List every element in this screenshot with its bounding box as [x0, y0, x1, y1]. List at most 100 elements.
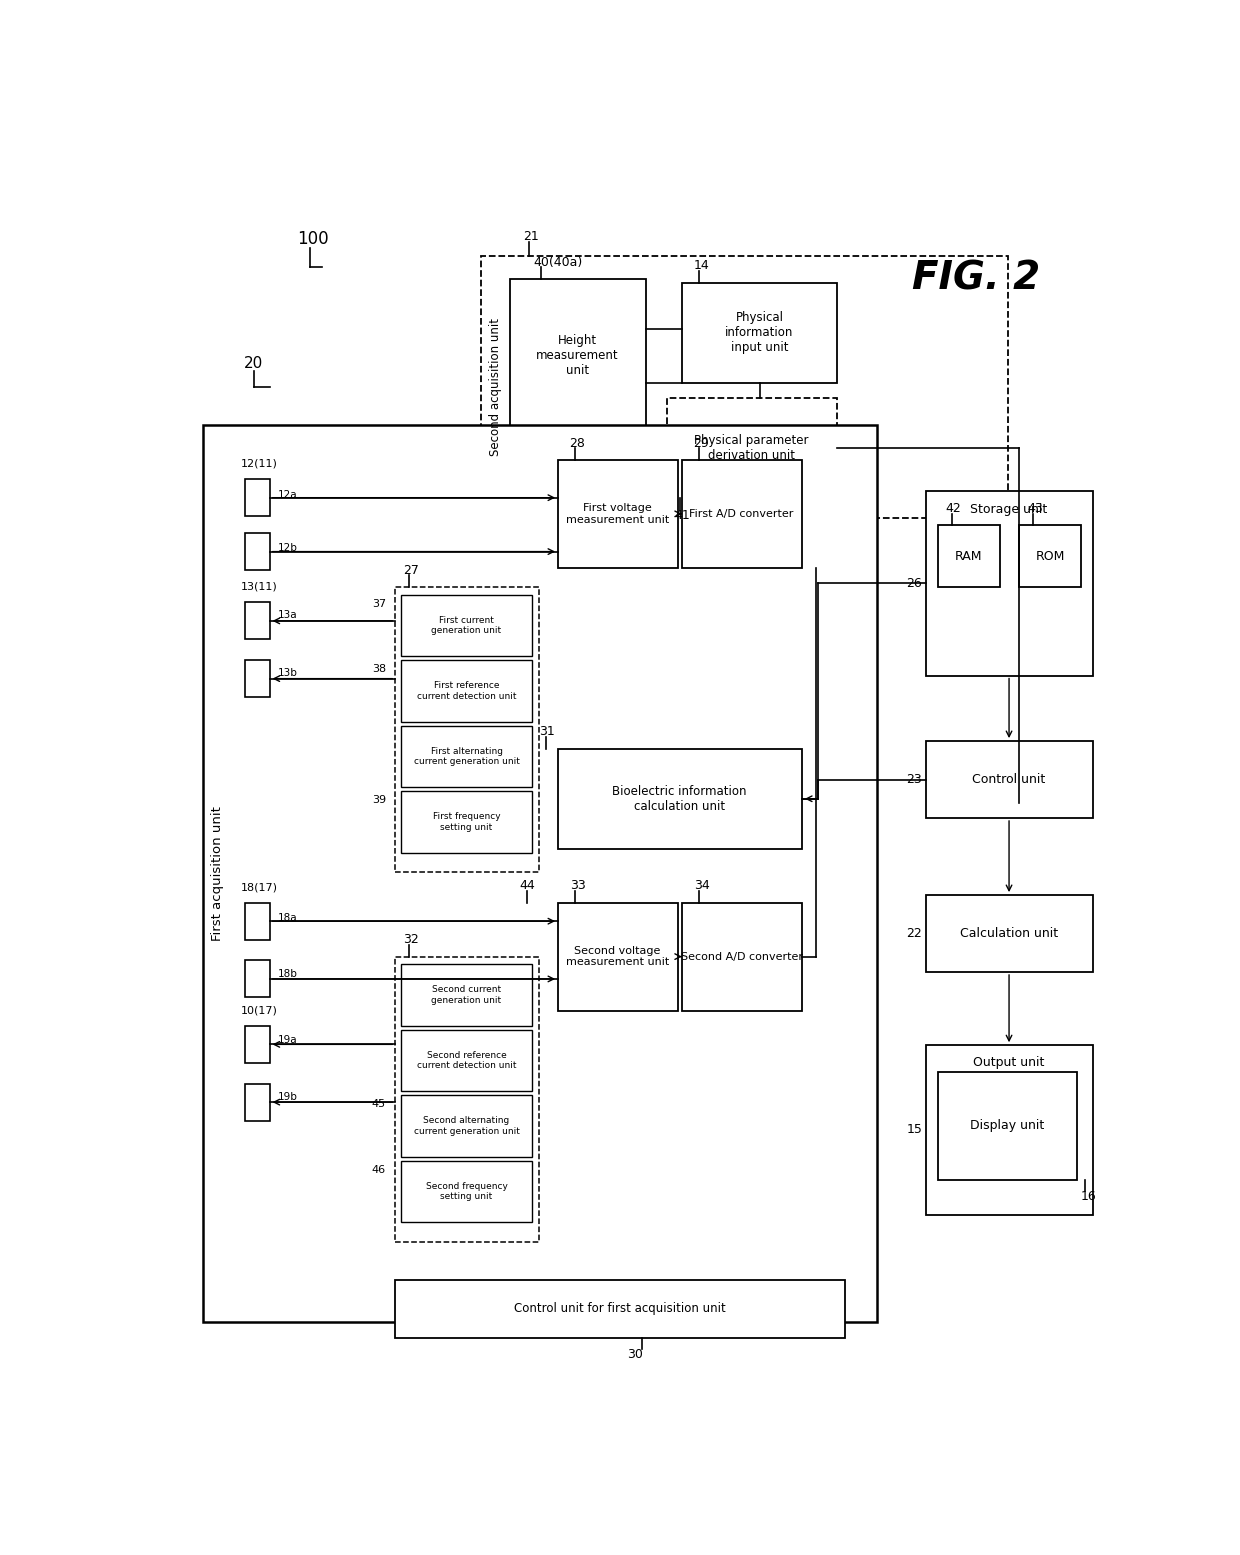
Bar [402, 964, 532, 1026]
Text: 26: 26 [906, 577, 923, 589]
Bar [682, 460, 802, 568]
Text: 19b: 19b [278, 1092, 298, 1102]
Text: 13(11): 13(11) [241, 582, 278, 592]
Bar [402, 1095, 532, 1157]
Bar [926, 1045, 1092, 1214]
Text: 42: 42 [945, 502, 961, 515]
Text: 13a: 13a [278, 611, 298, 620]
Bar [558, 460, 678, 568]
Text: 34: 34 [693, 879, 709, 893]
Text: 10(17): 10(17) [241, 1006, 278, 1015]
Text: 40(40a): 40(40a) [533, 255, 583, 269]
Text: Calculation unit: Calculation unit [960, 927, 1058, 941]
Text: 38: 38 [372, 664, 386, 675]
Bar [396, 1280, 844, 1337]
Text: Physical parameter
derivation unit: Physical parameter derivation unit [694, 434, 808, 462]
Text: Second alternating
current generation unit: Second alternating current generation un… [414, 1116, 520, 1135]
Text: FIG. 2: FIG. 2 [913, 260, 1040, 299]
Text: 18b: 18b [278, 969, 298, 978]
Text: 18a: 18a [278, 913, 298, 924]
Text: 18(17): 18(17) [241, 882, 278, 893]
Text: Second frequency
setting unit: Second frequency setting unit [425, 1182, 507, 1200]
Bar [926, 742, 1092, 818]
Bar [402, 1029, 532, 1092]
Bar [1019, 526, 1081, 586]
Bar [246, 533, 270, 571]
Text: 16: 16 [1081, 1190, 1097, 1204]
Bar [402, 661, 532, 722]
Text: First current
generation unit: First current generation unit [432, 616, 502, 634]
Text: 28: 28 [569, 437, 585, 449]
Text: Bioelectric information
calculation unit: Bioelectric information calculation unit [613, 785, 746, 813]
Text: 21: 21 [523, 230, 539, 243]
Bar [246, 1084, 270, 1121]
Text: 12b: 12b [278, 544, 298, 554]
Text: 23: 23 [906, 773, 923, 785]
Text: Second voltage
measurement unit: Second voltage measurement unit [565, 945, 670, 967]
Text: Second reference
current detection unit: Second reference current detection unit [417, 1051, 516, 1070]
Text: First acquisition unit: First acquisition unit [211, 805, 223, 941]
Bar [246, 479, 270, 516]
Text: First voltage
measurement unit: First voltage measurement unit [565, 504, 670, 524]
Bar [203, 426, 878, 1322]
Text: 27: 27 [403, 563, 419, 577]
Bar [937, 526, 999, 586]
Bar [402, 1160, 532, 1222]
Bar [246, 661, 270, 697]
Bar [558, 903, 678, 1011]
Text: Output unit: Output unit [973, 1056, 1045, 1068]
Text: Second acquisition unit: Second acquisition unit [490, 317, 502, 456]
Text: 100: 100 [296, 230, 329, 247]
Text: 12(11): 12(11) [241, 459, 278, 468]
Bar [246, 903, 270, 939]
Bar [246, 602, 270, 639]
Text: Height
measurement
unit: Height measurement unit [536, 334, 619, 378]
Bar [510, 278, 646, 432]
Text: Second current
generation unit: Second current generation unit [432, 986, 502, 1005]
Text: Storage unit: Storage unit [971, 504, 1048, 516]
Text: First frequency
setting unit: First frequency setting unit [433, 812, 501, 832]
Text: 31: 31 [538, 725, 554, 739]
Text: Control unit: Control unit [972, 773, 1045, 785]
Text: First A/D converter: First A/D converter [689, 508, 794, 519]
Text: 14: 14 [693, 260, 709, 272]
Text: 46: 46 [372, 1165, 386, 1176]
Text: RAM: RAM [955, 550, 982, 563]
Text: Physical
information
input unit: Physical information input unit [725, 311, 794, 355]
Text: 37: 37 [372, 599, 386, 610]
Bar [396, 586, 538, 872]
Bar [926, 491, 1092, 675]
Text: 39: 39 [372, 795, 386, 805]
Bar [246, 1026, 270, 1064]
Bar [246, 961, 270, 997]
Bar [558, 748, 802, 849]
Text: 12a: 12a [278, 490, 298, 499]
Text: Display unit: Display unit [971, 1120, 1044, 1132]
Text: 30: 30 [627, 1348, 644, 1361]
Text: 44: 44 [520, 879, 534, 893]
Bar [667, 398, 837, 499]
Text: First reference
current detection unit: First reference current detection unit [417, 681, 516, 701]
Text: 22: 22 [906, 927, 923, 941]
Text: 45: 45 [372, 1099, 386, 1109]
Bar [682, 283, 837, 383]
Text: 32: 32 [403, 933, 419, 945]
Text: 13b: 13b [278, 669, 298, 678]
Bar [402, 791, 532, 852]
Bar [937, 1071, 1078, 1180]
Bar [926, 896, 1092, 972]
Text: Second A/D converter: Second A/D converter [681, 952, 802, 961]
Text: First alternating
current generation unit: First alternating current generation uni… [414, 746, 520, 767]
Bar [682, 903, 802, 1011]
Text: Control unit for first acquisition unit: Control unit for first acquisition unit [515, 1302, 725, 1316]
Bar [481, 257, 1007, 518]
Text: 19a: 19a [278, 1034, 298, 1045]
Text: 33: 33 [569, 879, 585, 893]
Bar [402, 726, 532, 787]
Text: 15: 15 [906, 1123, 923, 1137]
Text: 43: 43 [1027, 502, 1043, 515]
Text: 41: 41 [675, 508, 689, 522]
Text: 20: 20 [244, 356, 263, 372]
Text: ROM: ROM [1035, 550, 1065, 563]
Bar [402, 594, 532, 656]
